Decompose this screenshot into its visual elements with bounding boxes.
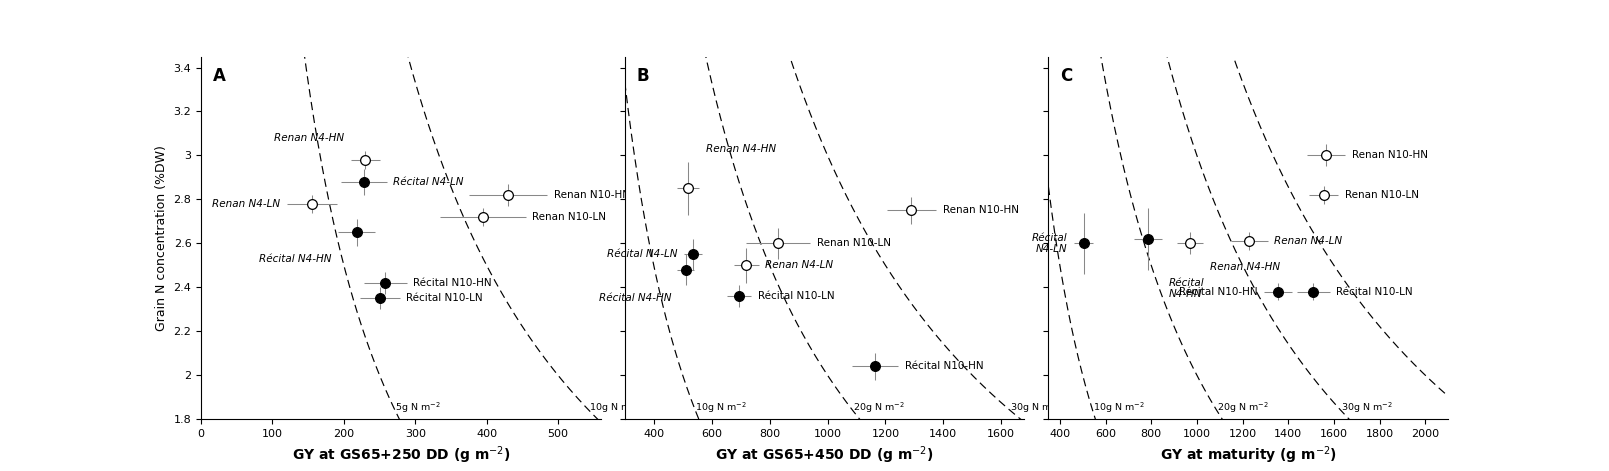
Text: Récital
N4-HN: Récital N4-HN <box>1168 278 1204 299</box>
Text: Renan N4-LN: Renan N4-LN <box>1274 236 1342 246</box>
Text: Récital N10-LN: Récital N10-LN <box>1335 287 1413 297</box>
Text: Renan N10-LN: Renan N10-LN <box>1345 190 1419 200</box>
Text: 5g N m$^{-2}$: 5g N m$^{-2}$ <box>396 400 441 415</box>
Text: Récital N10-HN: Récital N10-HN <box>414 278 492 288</box>
Text: Renan N10-HN: Renan N10-HN <box>1352 150 1427 161</box>
Text: Récital
N4-LN: Récital N4-LN <box>1033 233 1068 254</box>
X-axis label: GY at GS65+450 DD (g m$^{-2}$): GY at GS65+450 DD (g m$^{-2}$) <box>716 445 933 466</box>
Text: 10g N m$^{-2}$: 10g N m$^{-2}$ <box>1093 400 1144 415</box>
Text: Récital N10-LN: Récital N10-LN <box>405 293 483 303</box>
Text: A: A <box>212 67 225 85</box>
Text: Renan N4-LN: Renan N4-LN <box>212 199 280 209</box>
Text: Récital N4-LN: Récital N4-LN <box>607 249 677 260</box>
Text: Renan N4-HN: Renan N4-HN <box>706 144 776 154</box>
Text: Renan N10-HN: Renan N10-HN <box>553 190 629 200</box>
Text: Récital N4-LN: Récital N4-LN <box>393 177 463 187</box>
X-axis label: GY at GS65+250 DD (g m$^{-2}$): GY at GS65+250 DD (g m$^{-2}$) <box>291 445 510 466</box>
Text: Récital N10-HN: Récital N10-HN <box>1179 287 1257 297</box>
Text: Renan N10-HN: Renan N10-HN <box>943 205 1018 215</box>
X-axis label: GY at maturity (g m$^{-2}$): GY at maturity (g m$^{-2}$) <box>1160 445 1337 466</box>
Text: Renan N4-HN: Renan N4-HN <box>1210 262 1279 272</box>
Text: Récital N4-HN: Récital N4-HN <box>259 253 331 264</box>
Text: Renan N10-LN: Renan N10-LN <box>533 212 607 222</box>
Text: B: B <box>637 67 650 85</box>
Text: Récital N10-HN: Récital N10-HN <box>904 361 983 372</box>
Text: Renan N4-HN: Renan N4-HN <box>275 133 344 143</box>
Text: Renan N4-LN: Renan N4-LN <box>764 260 833 270</box>
Text: 10g N m$^{-2}$: 10g N m$^{-2}$ <box>695 400 747 415</box>
Text: Récital N4-HN: Récital N4-HN <box>599 293 671 303</box>
Text: 30g N m$^{-2}$: 30g N m$^{-2}$ <box>1340 400 1392 415</box>
Text: C: C <box>1060 67 1073 85</box>
Text: Renan N10-LN: Renan N10-LN <box>816 238 890 248</box>
Text: 10g N m$^{-2}$: 10g N m$^{-2}$ <box>589 400 640 415</box>
Text: 20g N m$^{-2}$: 20g N m$^{-2}$ <box>853 400 904 415</box>
Text: Récital N10-LN: Récital N10-LN <box>758 291 835 301</box>
Text: 30g N m$^{-2}$: 30g N m$^{-2}$ <box>1010 400 1062 415</box>
Y-axis label: Grain N concentration (%DW): Grain N concentration (%DW) <box>154 145 167 331</box>
Text: 20g N m$^{-2}$: 20g N m$^{-2}$ <box>1216 400 1268 415</box>
